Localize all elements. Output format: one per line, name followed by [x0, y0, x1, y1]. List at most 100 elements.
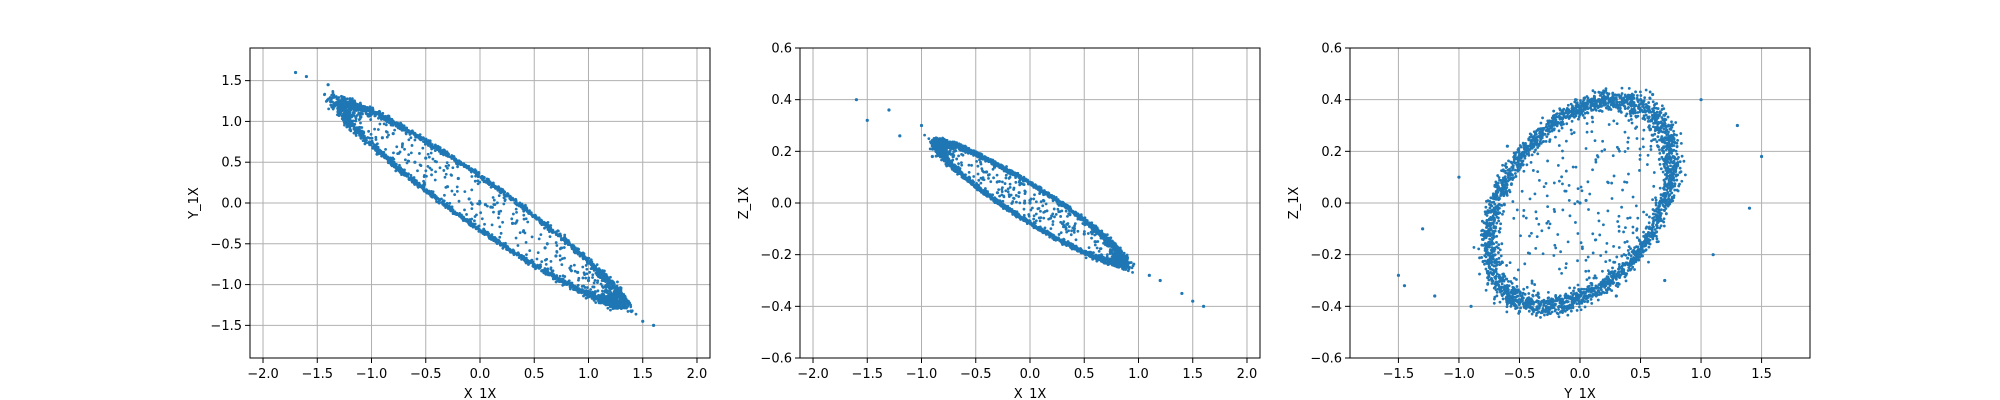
ring-point	[488, 237, 491, 240]
ring-point	[601, 295, 605, 298]
interior-point	[413, 138, 417, 142]
ring-point	[600, 274, 604, 278]
data-point	[293, 70, 298, 75]
interior-point	[384, 147, 387, 151]
data-point	[543, 246, 547, 250]
ring-point	[629, 309, 633, 313]
interior-point	[596, 281, 599, 285]
ring-point	[611, 283, 615, 287]
interior-point	[577, 276, 581, 280]
interior-point	[438, 166, 442, 170]
ring-point	[427, 141, 430, 145]
ring-point	[417, 136, 421, 140]
ring-point	[352, 101, 356, 105]
ring-point	[590, 264, 594, 268]
ring-point	[607, 292, 610, 296]
ring-point	[391, 123, 395, 127]
ring-point	[437, 200, 441, 204]
ring-point	[462, 217, 466, 221]
interior-point	[404, 132, 408, 136]
ring-point	[397, 169, 401, 173]
interior-point	[473, 179, 477, 183]
ring-point	[547, 230, 551, 234]
data-point	[445, 185, 450, 189]
data-point	[359, 103, 363, 107]
ring-point	[367, 109, 371, 113]
ring-point	[614, 306, 618, 310]
ring-point	[355, 103, 359, 107]
interior-point	[428, 166, 432, 170]
ring-point	[396, 126, 400, 130]
ring-point	[370, 111, 374, 115]
ring-point	[616, 280, 619, 284]
ring-point	[467, 164, 471, 168]
ring-point	[502, 243, 506, 247]
ring-point	[330, 93, 334, 97]
interior-point	[470, 217, 474, 221]
ring-point	[489, 233, 493, 237]
interior-point	[446, 166, 449, 170]
ring-point	[382, 122, 386, 126]
ring-point	[603, 298, 607, 302]
ring-point	[394, 169, 398, 173]
interior-point	[376, 128, 380, 131]
ring-point	[1131, 270, 1134, 274]
data-point	[467, 197, 471, 201]
ring-point	[1084, 256, 1088, 260]
ring-point	[607, 283, 611, 287]
ring-point	[504, 194, 508, 197]
ring-point	[620, 306, 624, 309]
ring-point	[335, 101, 339, 104]
ring-point	[438, 198, 442, 202]
ring-point	[612, 290, 616, 293]
interior-point	[424, 169, 428, 173]
interior-point	[525, 253, 528, 257]
ring-point	[364, 111, 368, 115]
ring-point	[609, 302, 613, 306]
ring-point	[524, 258, 528, 262]
ring-point	[628, 303, 632, 307]
ring-point	[563, 281, 567, 285]
ring-point	[487, 177, 490, 181]
ring-point	[353, 107, 357, 111]
ring-point	[432, 193, 436, 197]
ring-point	[406, 174, 410, 178]
scatter-points	[854, 98, 1206, 308]
ring-point	[416, 185, 420, 189]
data-point	[483, 203, 488, 207]
ring-point	[336, 110, 340, 113]
ring-point	[1132, 262, 1136, 266]
y-tick-label: 0.5	[221, 156, 242, 171]
interior-point	[426, 165, 430, 168]
interior-point	[560, 257, 564, 261]
ring-point	[555, 276, 559, 280]
interior-point	[418, 152, 421, 155]
x-tick-label: −0.5	[410, 367, 442, 382]
ring-point	[957, 142, 961, 146]
y-tick-label: 1.0	[221, 115, 242, 130]
ring-point	[453, 211, 457, 215]
interior-point	[426, 152, 430, 156]
interior-point	[429, 151, 433, 155]
interior-point	[560, 263, 564, 267]
ring-point	[422, 189, 426, 193]
ring-point	[329, 99, 333, 103]
interior-point	[409, 151, 413, 155]
ring-point	[514, 198, 518, 202]
interior-point	[431, 157, 435, 161]
ring-point	[543, 222, 547, 226]
ring-point	[1118, 248, 1122, 252]
ring-point	[625, 301, 629, 305]
interior-point	[470, 188, 474, 192]
interior-point	[544, 262, 548, 266]
interior-point	[530, 258, 534, 262]
interior-point	[430, 173, 433, 177]
ring-point	[572, 246, 576, 250]
ring-point	[592, 298, 596, 302]
ring-point	[560, 238, 564, 242]
interior-point	[395, 145, 399, 149]
ring-point	[499, 189, 503, 193]
interior-point	[477, 224, 481, 228]
interior-point	[368, 136, 372, 140]
ring-point	[421, 185, 424, 189]
